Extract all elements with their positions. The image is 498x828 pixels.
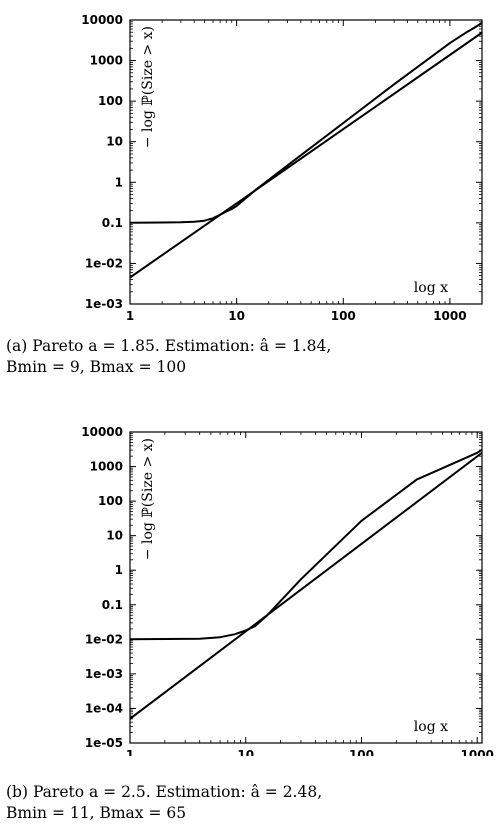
x-axis-label: log x [414, 280, 448, 296]
x-tick-label: 1000 [461, 748, 494, 756]
caption-a: (a) Pareto a = 1.85. Estimation: â = 1.8… [6, 336, 492, 378]
y-tick-label: 1e-03 [85, 667, 123, 681]
y-tick-label: 1000 [90, 54, 123, 68]
y-tick-label: 0.1 [102, 216, 123, 230]
x-axis-label: log x [414, 719, 448, 735]
x-tick-label: 10 [237, 748, 254, 756]
empirical-curve [130, 22, 482, 224]
y-tick-label: 100 [98, 494, 123, 508]
y-tick-label: 1e-03 [85, 297, 123, 311]
y-axis-label: − log ℙ(Size > x) [140, 26, 156, 148]
y-tick-label: 1000 [90, 460, 123, 474]
fit-line [130, 31, 482, 279]
x-tick-label: 100 [349, 748, 374, 756]
y-tick-label: 0.1 [102, 598, 123, 612]
y-tick-label: 10 [106, 529, 123, 543]
chart-b: 1e-05 1e-04 1e-03 1e-02 0.1 1 10 100 1000 10000 1 1… [81, 426, 494, 756]
chart-a: 1e-03 1e-02 0.1 1 10 100 1000 10000 1 10 100 1000 lo… [81, 13, 483, 323]
y-tick-label: 1e-05 [85, 736, 123, 750]
y-tick-label: 10 [106, 135, 123, 149]
y-tick-label: 1e-04 [85, 701, 123, 715]
caption-b-line2: Bmin = 11, Bmax = 65 [6, 804, 187, 822]
plot-frame [129, 431, 483, 744]
y-tick-label: 1e-02 [85, 632, 123, 646]
x-tick-label: 1 [126, 309, 134, 323]
x-tick-label: 10 [228, 309, 245, 323]
caption-a-line2: Bmin = 9, Bmax = 100 [6, 358, 187, 376]
y-tick-label: 1e-02 [85, 256, 123, 270]
x-tick-label: 100 [331, 309, 356, 323]
caption-b: (b) Pareto a = 2.5. Estimation: â = 2.48… [6, 782, 492, 824]
y-tick-label: 10000 [81, 13, 123, 27]
y-tick-label: 10000 [81, 426, 123, 439]
y-tick-label: 100 [98, 94, 123, 108]
y-tick-label: 1 [115, 175, 123, 189]
caption-a-line1: (a) Pareto a = 1.85. Estimation: â = 1.8… [6, 337, 332, 355]
fit-line [130, 452, 482, 720]
y-tick-label: 1 [115, 563, 123, 577]
x-tick-label: 1 [126, 748, 134, 756]
empirical-curve [130, 448, 482, 641]
caption-b-line1: (b) Pareto a = 2.5. Estimation: â = 2.48… [6, 783, 323, 801]
y-axis-label: − log ℙ(Size > x) [140, 438, 156, 560]
x-tick-label: 1000 [433, 309, 466, 323]
plot-frame [129, 19, 483, 305]
